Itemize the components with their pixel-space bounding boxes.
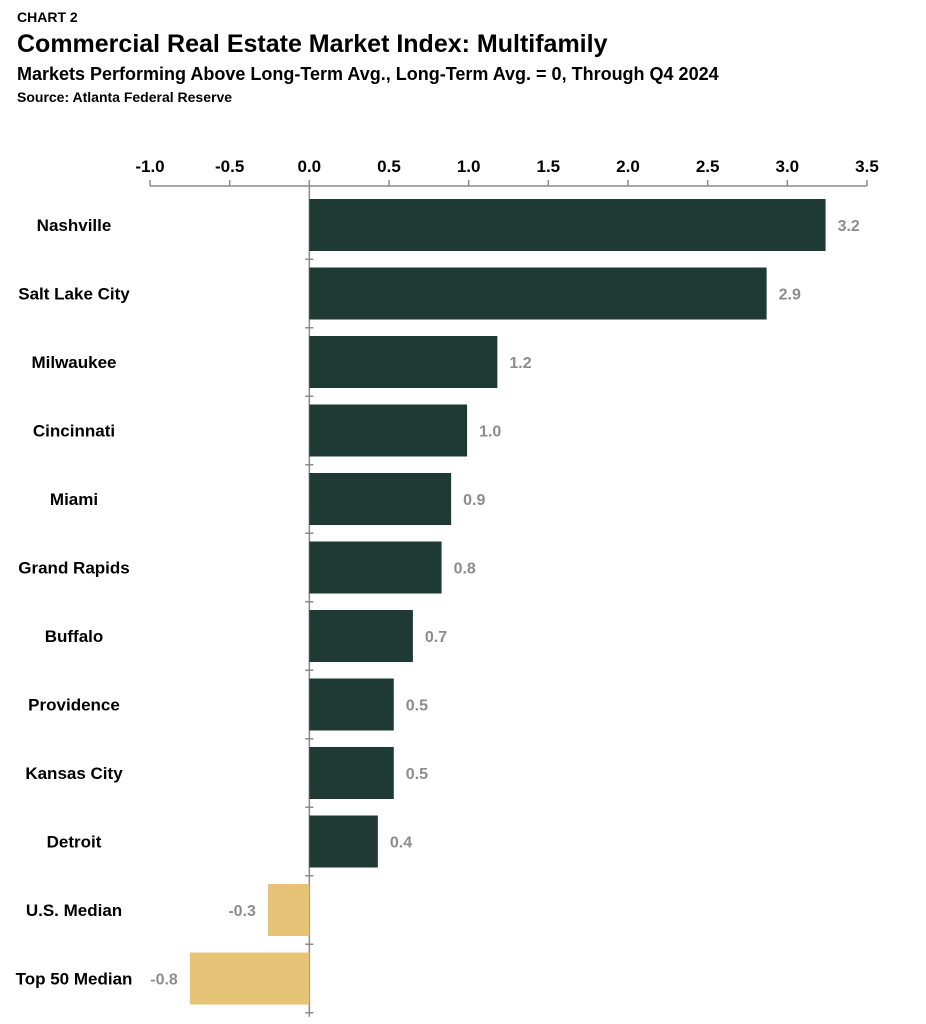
bar: [309, 678, 394, 731]
chart-subtitle: Markets Performing Above Long-Term Avg.,…: [17, 64, 719, 84]
bar: [267, 884, 310, 936]
category-label: Top 50 Median: [16, 970, 133, 989]
x-tick-label: 2.0: [616, 157, 640, 176]
x-tick-label: -1.0: [135, 157, 164, 176]
data-label: -0.8: [150, 972, 178, 989]
category-label: Milwaukee: [31, 353, 116, 372]
chart-title: Commercial Real Estate Market Index: Mul…: [17, 30, 608, 58]
bar: [309, 815, 378, 868]
x-tick-label: -0.5: [215, 157, 244, 176]
category-label: U.S. Median: [26, 901, 122, 920]
x-tick-label: 0.0: [298, 157, 322, 176]
bar: [309, 747, 394, 799]
x-tick-label: 1.0: [457, 157, 481, 176]
data-label: 0.5: [406, 766, 428, 783]
x-tick-label: 2.5: [696, 157, 720, 176]
category-label: Detroit: [47, 833, 102, 852]
category-label: Grand Rapids: [18, 559, 129, 578]
x-tick-label: 3.5: [855, 157, 879, 176]
chart-kicker: CHART 2: [17, 9, 78, 25]
x-tick-label: 3.0: [776, 157, 800, 176]
category-label: Cincinnati: [33, 422, 115, 441]
bar: [309, 473, 452, 525]
data-label: 0.8: [454, 561, 476, 578]
category-label: Miami: [50, 490, 98, 509]
bar: [309, 404, 468, 457]
data-label: 0.7: [425, 629, 447, 646]
category-label: Providence: [28, 696, 120, 715]
category-label: Buffalo: [45, 627, 104, 646]
data-label: 1.0: [479, 424, 501, 441]
data-label: -0.3: [228, 903, 256, 920]
data-label: 0.4: [390, 835, 412, 852]
x-tick-label: 0.5: [377, 157, 401, 176]
chart-source: Source: Atlanta Federal Reserve: [17, 89, 233, 105]
bar: [309, 199, 826, 251]
data-label: 3.2: [838, 218, 860, 235]
category-label: Kansas City: [25, 764, 123, 783]
category-label: Salt Lake City: [18, 285, 130, 304]
x-tick-label: 1.5: [537, 157, 561, 176]
bar: [309, 336, 498, 388]
bar: [309, 541, 442, 594]
bar: [309, 610, 413, 662]
data-label: 0.9: [463, 492, 485, 509]
category-label: Nashville: [37, 216, 112, 235]
bar: [309, 267, 767, 320]
data-label: 2.9: [779, 287, 801, 304]
data-label: 0.5: [406, 698, 428, 715]
bar: [189, 952, 310, 1005]
data-label: 1.2: [509, 355, 531, 372]
